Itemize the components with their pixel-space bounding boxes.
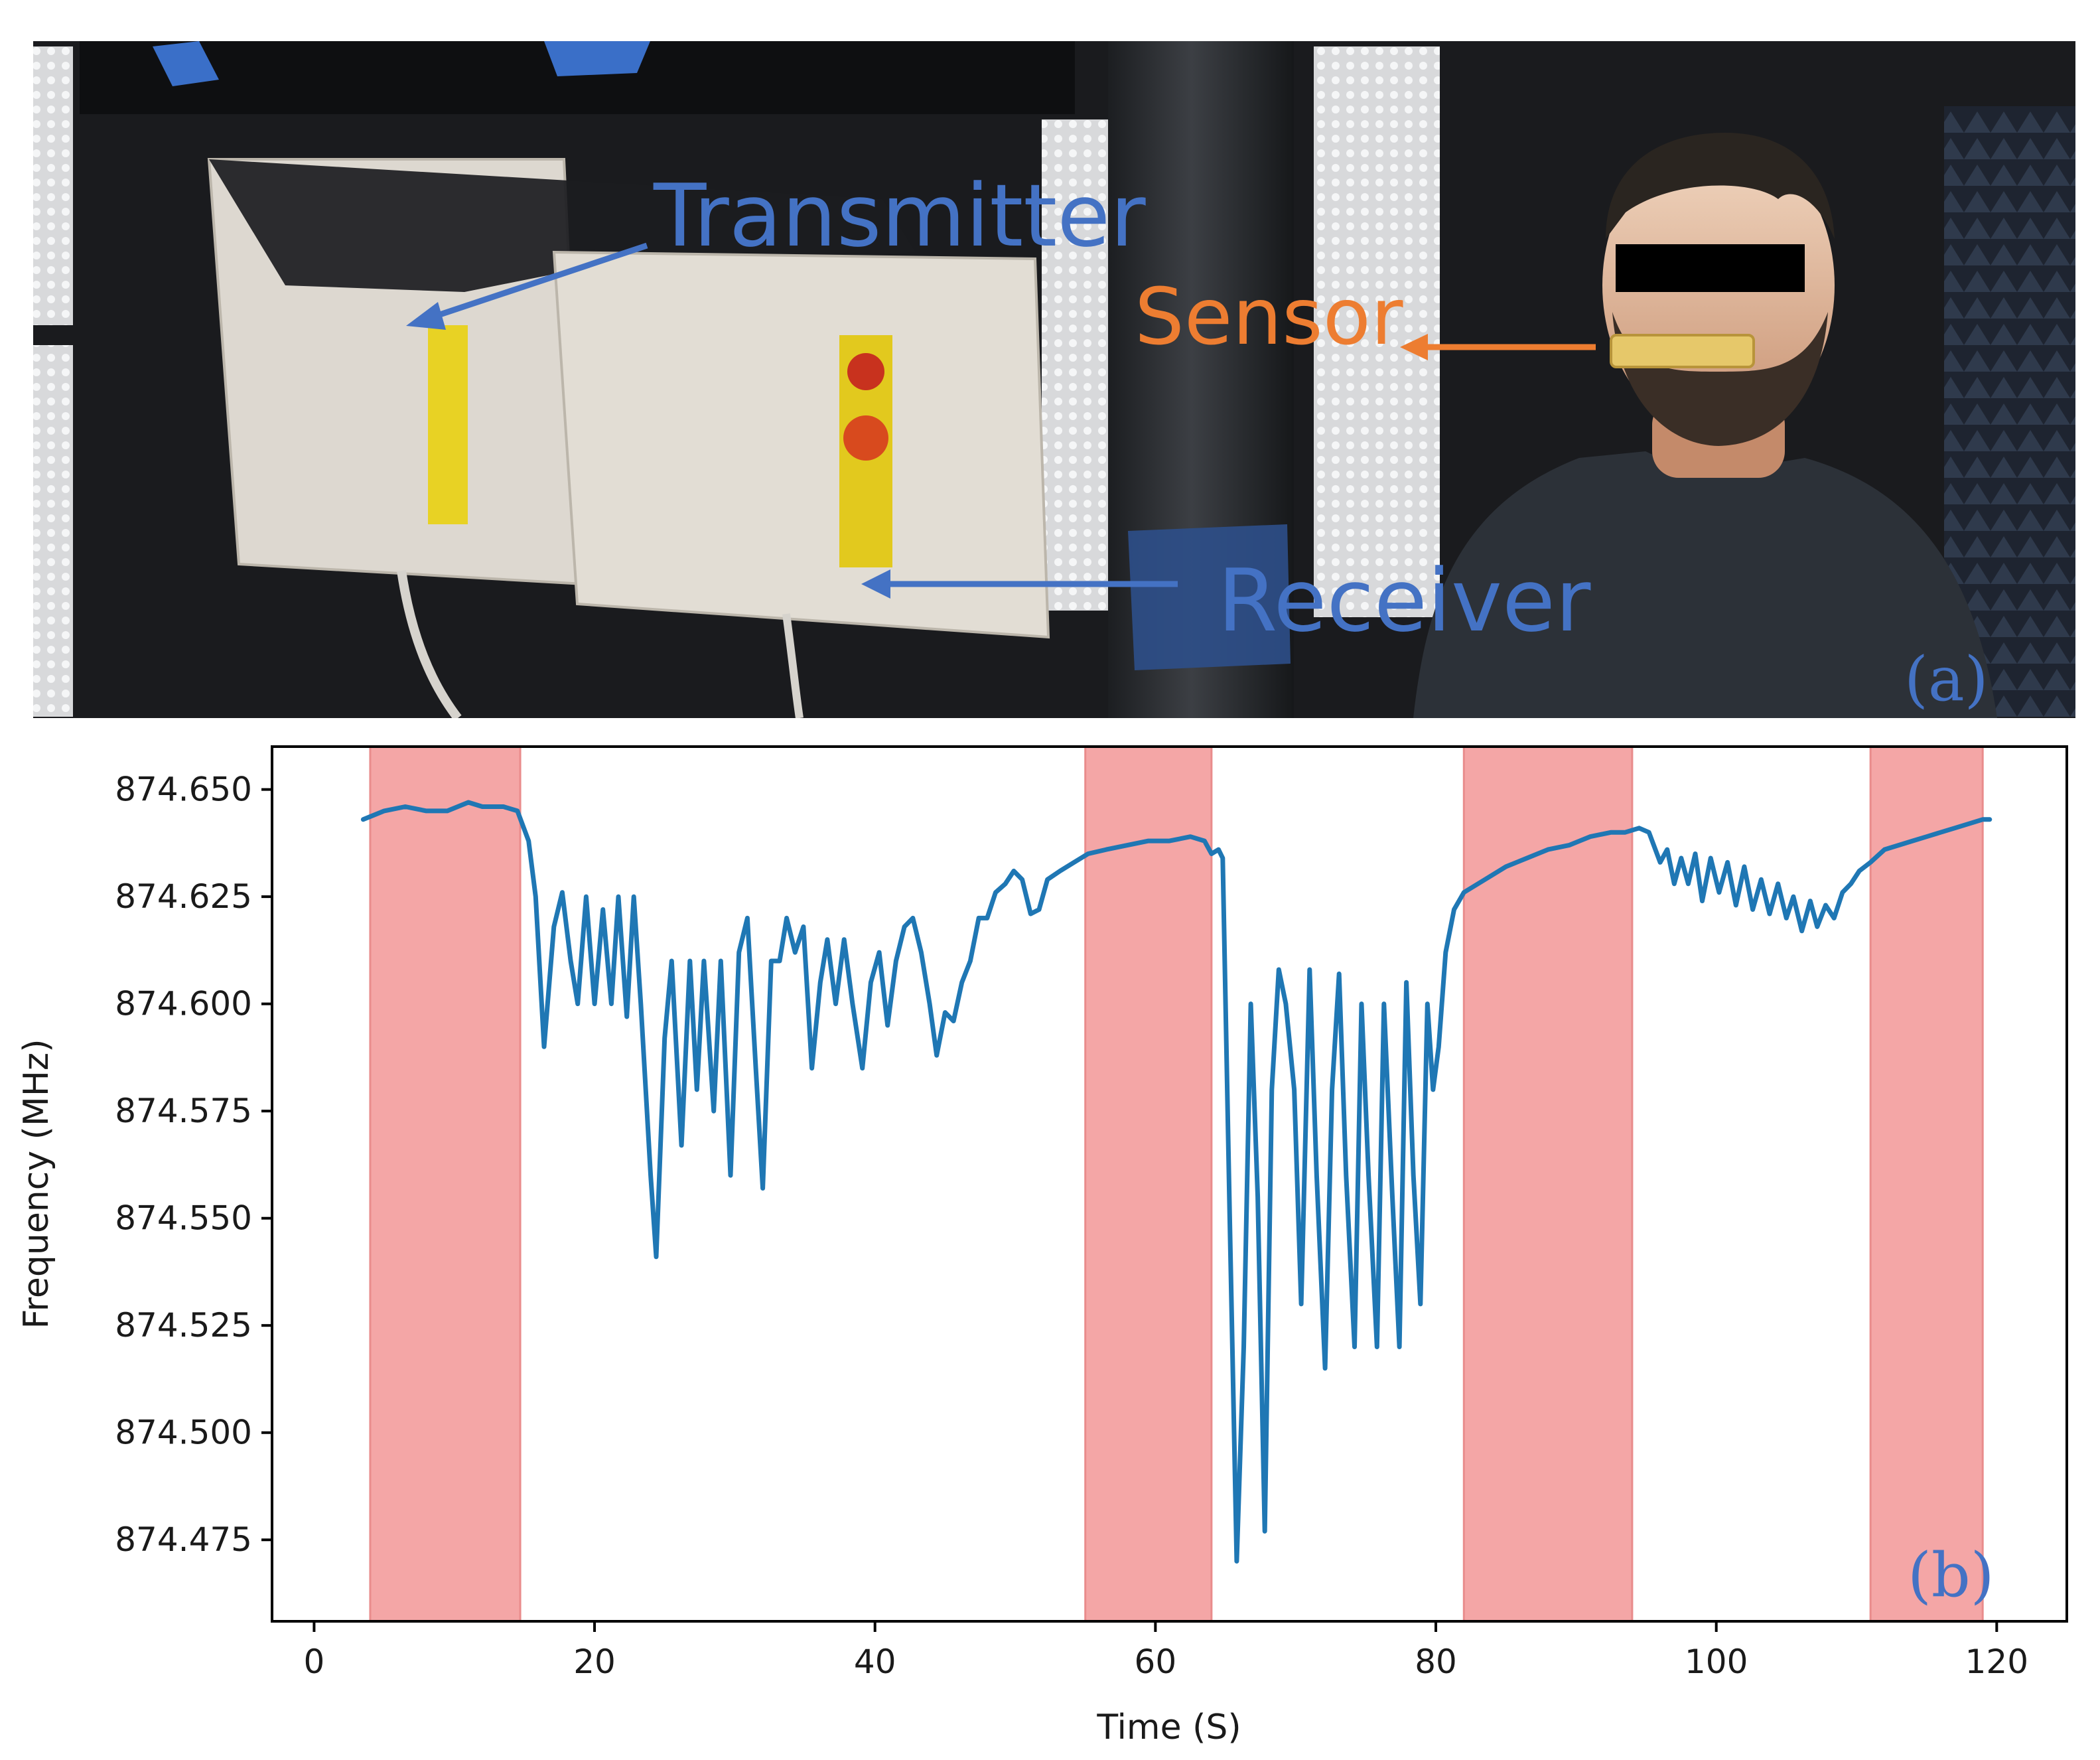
x-tick-label: 100 (1685, 1643, 1748, 1681)
x-tick-label: 80 (1415, 1643, 1457, 1681)
person-beard (1612, 312, 1828, 446)
y-axis-title: Frequency (MHz) (17, 1039, 56, 1329)
x-tick-label: 0 (303, 1643, 324, 1681)
blue-tape (544, 41, 650, 76)
series-line (360, 800, 1993, 1564)
cable (782, 613, 804, 718)
blue-tape (153, 41, 219, 86)
x-tick-label: 20 (573, 1643, 616, 1681)
photo-panel: Transmitter Sensor Receiver (a) (33, 41, 2075, 718)
transmitter-arrow (406, 242, 648, 330)
transmitter-label: Transmitter (653, 165, 1146, 266)
foam-wall-left-top (33, 46, 73, 325)
receiver-arrow (861, 569, 1178, 599)
sensor-label: Sensor (1135, 271, 1403, 362)
y-tick-label: 874.650 (115, 770, 252, 809)
y-tick-label: 874.625 (115, 877, 252, 916)
x-axis-ticks: 0 20 40 60 80 100 120 (303, 1621, 2028, 1681)
panel-b-letter: (b) (1908, 1540, 1995, 1611)
x-tick-label: 60 (1135, 1643, 1177, 1681)
panel-a-letter: (a) (1904, 644, 1989, 715)
shaded-interval (1084, 745, 1213, 1623)
plot-frame (271, 745, 2068, 1623)
shaded-interval (1462, 745, 1634, 1623)
sensor-arrow (1400, 334, 1596, 360)
face-privacy-bar (1616, 244, 1805, 292)
person-shirt (1413, 451, 1997, 718)
x-tick-label: 120 (1965, 1643, 2028, 1681)
x-axis-title: Time (S) (1096, 1708, 1241, 1747)
y-tick-label: 874.575 (115, 1092, 252, 1130)
pillar-tape (1128, 524, 1291, 670)
y-tick-label: 874.550 (115, 1199, 252, 1238)
warning-badge (843, 415, 888, 461)
y-tick-label: 874.500 (115, 1414, 252, 1452)
x-tick-label: 40 (854, 1643, 896, 1681)
y-tick-label: 874.475 (115, 1520, 252, 1559)
foam-panel-right (1314, 46, 1440, 617)
foam-wall-left-bottom (33, 345, 73, 717)
frequency-series (360, 800, 1993, 1564)
warning-badge (847, 353, 884, 390)
yellow-label (428, 325, 468, 524)
y-axis-ticks: 874.475 874.500 874.525 874.550 874.575 874.6… (115, 770, 272, 1559)
receiver-label: Receiver (1218, 550, 1591, 651)
shaded-interval (369, 745, 522, 1623)
person (1413, 133, 1997, 718)
shaded-intervals (369, 745, 1984, 1623)
y-tick-label: 874.600 (115, 985, 252, 1023)
shaded-interval (1869, 745, 1984, 1623)
y-tick-label: 874.525 (115, 1306, 252, 1345)
frequency-chart: 0 20 40 60 80 100 120 874.475874.500874.525874… (17, 745, 2068, 1747)
person-hair (1606, 133, 1835, 239)
cable (397, 569, 462, 718)
receiver-antenna (552, 250, 1050, 639)
breath-sensor (1610, 334, 1755, 368)
